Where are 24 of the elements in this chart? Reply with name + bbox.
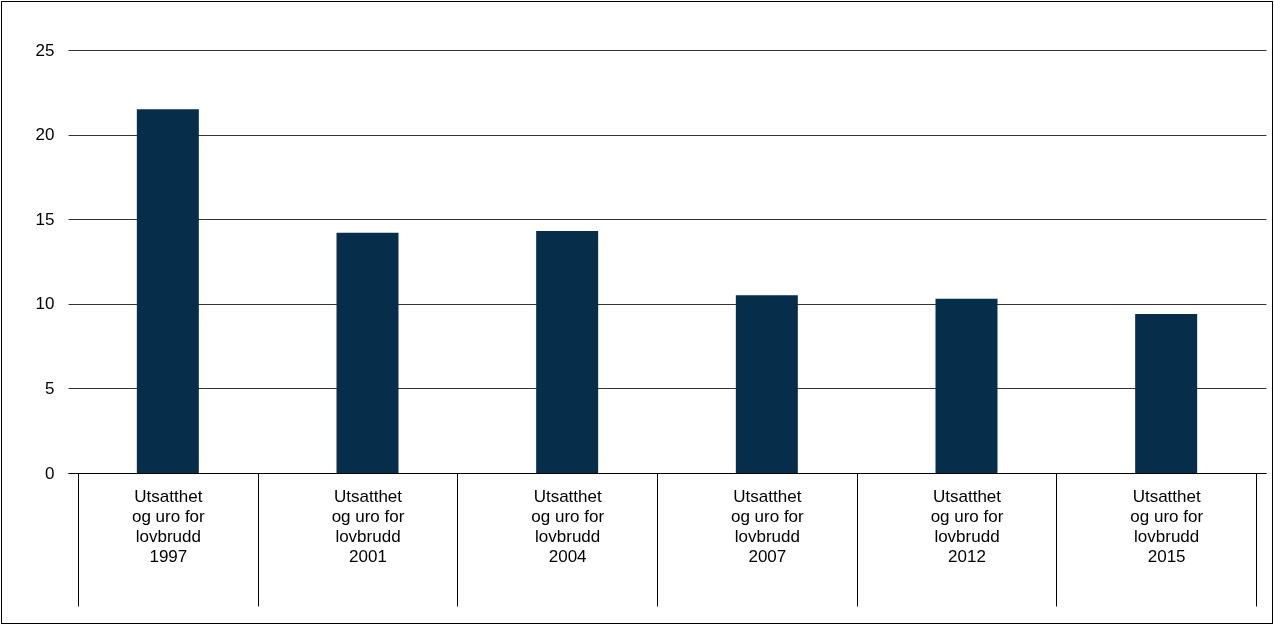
text: Utsatthet og uro for lovbrudd [131, 486, 205, 546]
y-tick-label: 15 [35, 209, 55, 229]
x-tick-label: 1997 [149, 546, 188, 566]
bar [1135, 313, 1198, 473]
x-tick-label: 2015 [1147, 546, 1186, 566]
y-tick-label: 0 [45, 463, 55, 483]
x-tick-label: 2001 [349, 546, 387, 566]
bar [735, 295, 798, 473]
bar [336, 232, 399, 473]
y-tick-label: 5 [45, 378, 55, 398]
text: Utsatthet og uro for lovbrudd [930, 486, 1004, 546]
bar [935, 298, 998, 473]
bar [536, 231, 599, 473]
y-tick-label: 25 [35, 40, 55, 60]
x-tick-label: 2012 [948, 546, 986, 566]
x-tick-label: 2004 [548, 546, 587, 566]
text: Utsatthet og uro for lovbrudd [1130, 486, 1204, 546]
y-tick-label: 10 [35, 294, 55, 314]
bar [136, 109, 199, 473]
x-tick-label: 2007 [748, 546, 787, 566]
y-tick-label: 20 [35, 125, 55, 145]
text: Utsatthet og uro for lovbrudd [730, 486, 804, 546]
text: Utsatthet og uro for lovbrudd [531, 486, 605, 546]
series-label: Utsatthet og uro for lovbrudd [331, 486, 405, 546]
